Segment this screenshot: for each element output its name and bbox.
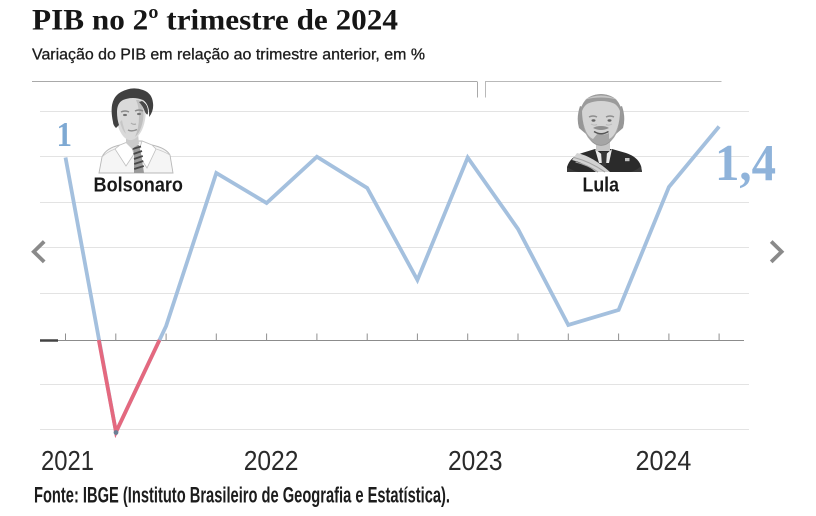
svg-text:1,4: 1,4 xyxy=(715,135,776,192)
svg-text:Lula: Lula xyxy=(583,175,620,197)
svg-text:2022: 2022 xyxy=(244,445,299,476)
svg-text:1: 1 xyxy=(57,115,73,154)
svg-text:Bolsonaro: Bolsonaro xyxy=(94,175,184,197)
svg-text:Fonte: IBGE (Instituto Brasile: Fonte: IBGE (Instituto Brasileiro de Geo… xyxy=(34,483,450,508)
svg-text:2023: 2023 xyxy=(448,445,503,476)
svg-text:Variação do PIB em relação ao: Variação do PIB em relação ao trimestre … xyxy=(32,47,425,64)
svg-text:2024: 2024 xyxy=(636,445,692,476)
svg-text:2021: 2021 xyxy=(41,445,94,476)
svg-text:PIB no 2º trimestre de 2024: PIB no 2º trimestre de 2024 xyxy=(32,4,398,37)
